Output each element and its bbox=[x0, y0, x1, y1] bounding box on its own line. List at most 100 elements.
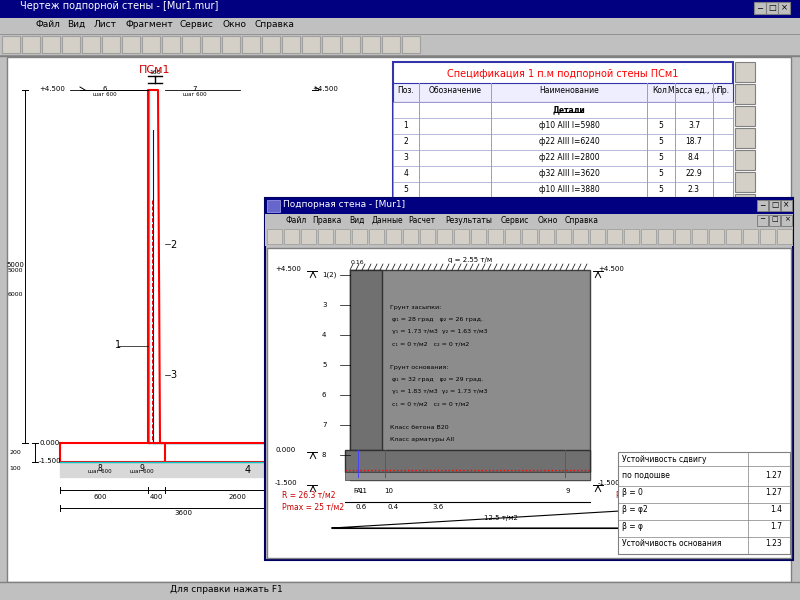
Bar bbox=[267, 200, 280, 212]
Bar bbox=[556, 229, 571, 244]
Bar bbox=[403, 229, 418, 244]
Text: ─: ─ bbox=[758, 3, 762, 12]
Text: Детали: Детали bbox=[553, 105, 586, 114]
Bar bbox=[352, 229, 367, 244]
Text: 160: 160 bbox=[149, 70, 161, 75]
Text: ф10 АIII l=5980: ф10 АIII l=5980 bbox=[538, 121, 599, 130]
Text: Класс бетона В20: Класс бетона В20 bbox=[390, 425, 449, 430]
Text: 2.3: 2.3 bbox=[688, 185, 700, 194]
Text: Расчет: Расчет bbox=[408, 216, 435, 225]
Text: 0.000: 0.000 bbox=[275, 447, 295, 453]
Text: 1: 1 bbox=[404, 121, 408, 130]
Text: β = φ2: β = φ2 bbox=[622, 505, 648, 514]
Text: шаг 600: шаг 600 bbox=[88, 469, 112, 474]
Bar bbox=[386, 229, 401, 244]
Text: +4.500: +4.500 bbox=[275, 266, 301, 272]
Text: 3: 3 bbox=[322, 302, 326, 308]
Text: Для справки нажать F1: Для справки нажать F1 bbox=[170, 585, 282, 594]
Bar bbox=[505, 229, 520, 244]
Bar bbox=[393, 118, 733, 134]
Text: 3.7: 3.7 bbox=[688, 121, 700, 130]
Text: ф22 АIII l=2800: ф22 АIII l=2800 bbox=[538, 153, 599, 162]
Text: -1.500: -1.500 bbox=[598, 480, 621, 486]
Bar bbox=[735, 62, 755, 82]
Text: 5: 5 bbox=[658, 153, 663, 162]
Text: Правка: Правка bbox=[312, 216, 342, 225]
Text: 9: 9 bbox=[139, 464, 145, 473]
Text: c₁ = 0 т/м2   c₂ = 0 т/м2: c₁ = 0 т/м2 c₂ = 0 т/м2 bbox=[390, 341, 470, 346]
Bar bbox=[781, 200, 792, 211]
Bar bbox=[754, 2, 766, 14]
Text: Pmax = 25 т/м2: Pmax = 25 т/м2 bbox=[282, 502, 344, 511]
Bar bbox=[162, 36, 180, 53]
Text: Кол.: Кол. bbox=[652, 86, 670, 95]
Text: 8.4: 8.4 bbox=[688, 153, 700, 162]
Text: 5: 5 bbox=[658, 121, 663, 130]
Text: 5: 5 bbox=[658, 185, 663, 194]
Bar bbox=[590, 229, 605, 244]
Bar bbox=[488, 229, 503, 244]
Bar bbox=[82, 36, 100, 53]
Text: 5: 5 bbox=[658, 169, 663, 178]
Text: Поз.: Поз. bbox=[398, 86, 414, 95]
Bar bbox=[262, 36, 280, 53]
Text: 0.000: 0.000 bbox=[39, 440, 59, 446]
Text: 200: 200 bbox=[9, 449, 21, 455]
Text: 5: 5 bbox=[403, 185, 409, 194]
Text: Справка: Справка bbox=[254, 20, 294, 29]
Bar bbox=[362, 36, 380, 53]
Text: Устойчивость сдвигу: Устойчивость сдвигу bbox=[622, 455, 706, 464]
Text: c₁ = 0 т/м2   c₂ = 0 т/м2: c₁ = 0 т/м2 c₂ = 0 т/м2 bbox=[390, 401, 470, 406]
Bar bbox=[369, 229, 384, 244]
Bar bbox=[265, 214, 793, 228]
Bar bbox=[2, 36, 20, 53]
Text: Наименование: Наименование bbox=[539, 86, 599, 95]
Bar bbox=[393, 102, 733, 118]
Bar bbox=[393, 182, 733, 198]
Text: 1.23: 1.23 bbox=[766, 539, 782, 548]
Text: γ₁ = 1.83 т/м3  γ₂ = 1.73 т/м3: γ₁ = 1.83 т/м3 γ₂ = 1.73 т/м3 bbox=[390, 389, 488, 394]
Text: -1.500: -1.500 bbox=[275, 480, 298, 486]
Text: 5000: 5000 bbox=[6, 262, 24, 268]
Bar bbox=[760, 229, 775, 244]
Text: 9: 9 bbox=[565, 488, 570, 494]
Text: Спецификация 1 п.м подпорной стены ПСм1: Спецификация 1 п.м подпорной стены ПСм1 bbox=[447, 69, 678, 79]
Bar bbox=[22, 36, 40, 53]
Text: Окно: Окно bbox=[222, 20, 246, 29]
Bar bbox=[393, 166, 733, 182]
Bar bbox=[735, 172, 755, 192]
Text: β = 0: β = 0 bbox=[622, 488, 643, 497]
Polygon shape bbox=[332, 508, 671, 528]
Bar bbox=[624, 229, 639, 244]
Text: -1.500: -1.500 bbox=[39, 458, 62, 464]
Text: 5000: 5000 bbox=[8, 268, 23, 272]
Bar bbox=[265, 228, 793, 246]
Text: Чертеж подпорной стены - [Mur1.mur]: Чертеж подпорной стены - [Mur1.mur] bbox=[20, 1, 218, 11]
Text: Вид: Вид bbox=[349, 216, 364, 225]
Text: Подпорная стена - [Mur1]: Подпорная стена - [Mur1] bbox=[283, 200, 405, 209]
Bar bbox=[735, 128, 755, 148]
Text: Справка: Справка bbox=[565, 216, 599, 225]
Text: 3600: 3600 bbox=[174, 510, 192, 516]
Bar bbox=[0, 34, 800, 56]
Text: 12.5 т/м2: 12.5 т/м2 bbox=[484, 515, 518, 521]
Text: ф10 АIII l=3880: ф10 АIII l=3880 bbox=[538, 185, 599, 194]
Text: 3: 3 bbox=[403, 153, 409, 162]
Text: 0.4: 0.4 bbox=[387, 504, 398, 510]
Bar bbox=[0, 18, 800, 34]
Text: Грунт основания:: Грунт основания: bbox=[390, 365, 448, 370]
Bar bbox=[743, 229, 758, 244]
Polygon shape bbox=[148, 90, 165, 462]
Text: 1: 1 bbox=[115, 340, 121, 350]
Text: 7: 7 bbox=[322, 422, 326, 428]
Text: 3.6: 3.6 bbox=[432, 504, 443, 510]
Text: Файл: Файл bbox=[285, 216, 306, 225]
Text: 6: 6 bbox=[102, 86, 107, 92]
Bar bbox=[692, 229, 707, 244]
Bar bbox=[735, 106, 755, 126]
Bar bbox=[726, 229, 741, 244]
Bar bbox=[0, 0, 800, 18]
Text: R = 26.3 т/м2: R = 26.3 т/м2 bbox=[282, 491, 335, 500]
Text: 18.7: 18.7 bbox=[686, 137, 702, 146]
Bar bbox=[267, 248, 791, 558]
